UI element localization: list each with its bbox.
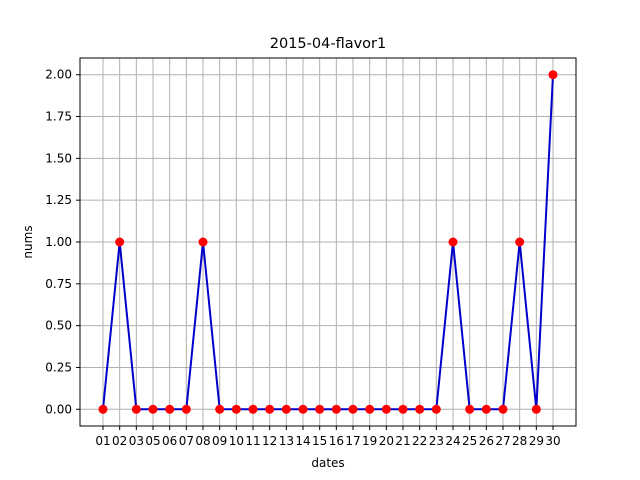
y-tick-label: 0.75: [45, 277, 72, 291]
x-tick-label: 26: [479, 434, 494, 448]
x-tick-label: 03: [129, 434, 144, 448]
series-markers: [98, 70, 558, 414]
x-tick-label: 06: [162, 434, 177, 448]
x-tick-label: 15: [312, 434, 327, 448]
y-tick-label: 0.00: [45, 402, 72, 416]
data-point: [265, 404, 275, 414]
data-point: [498, 404, 508, 414]
x-tick-label: 22: [412, 434, 427, 448]
y-axis-label: nums: [21, 225, 35, 258]
data-point: [198, 237, 208, 247]
x-tick-label: 24: [445, 434, 460, 448]
x-tick-label: 12: [262, 434, 277, 448]
y-tick-label: 1.00: [45, 235, 72, 249]
data-point: [515, 237, 525, 247]
y-tick-label: 1.50: [45, 151, 72, 165]
x-tick-label: 20: [379, 434, 394, 448]
data-point: [215, 404, 225, 414]
data-point: [115, 237, 125, 247]
data-point: [398, 404, 408, 414]
data-point: [448, 237, 458, 247]
data-point: [298, 404, 308, 414]
data-point: [231, 404, 241, 414]
data-point: [165, 404, 175, 414]
x-tick-label: 16: [329, 434, 344, 448]
data-point: [131, 404, 141, 414]
x-tick-label: 02: [112, 434, 127, 448]
x-tick-label: 05: [145, 434, 160, 448]
x-tick-label: 14: [295, 434, 310, 448]
x-tick-label: 08: [195, 434, 210, 448]
x-tick-label: 21: [395, 434, 410, 448]
data-point: [148, 404, 158, 414]
x-axis-label: dates: [311, 456, 344, 470]
data-point: [315, 404, 325, 414]
data-point: [98, 404, 108, 414]
data-point: [548, 70, 558, 80]
series-line: [102, 74, 554, 411]
x-tick-label: 17: [345, 434, 360, 448]
y-tick-label: 1.25: [45, 193, 72, 207]
data-point: [331, 404, 341, 414]
data-point: [365, 404, 375, 414]
data-point: [181, 404, 191, 414]
data-point: [531, 404, 541, 414]
data-point: [281, 404, 291, 414]
data-point: [248, 404, 258, 414]
plot-frame: [79, 57, 577, 427]
data-point: [465, 404, 475, 414]
data-point: [481, 404, 491, 414]
y-tick-label: 2.00: [45, 68, 72, 82]
y-tick-label: 0.50: [45, 319, 72, 333]
y-tick-label: 1.75: [45, 110, 72, 124]
chart-title: 2015-04-flavor1: [270, 36, 386, 52]
x-tick-label: 19: [362, 434, 377, 448]
x-tick-label: 23: [429, 434, 444, 448]
x-tick-label: 11: [245, 434, 260, 448]
x-tick-label: 28: [512, 434, 527, 448]
x-tick-label: 29: [529, 434, 544, 448]
x-axis-ticks: 01 02 03 05 06 07 08 09 10 11 12 13 14 15 16 17 19 20 21 22…: [95, 426, 561, 448]
data-point: [381, 404, 391, 414]
data-point: [415, 404, 425, 414]
x-tick-label: 07: [179, 434, 194, 448]
x-tick-label: 01: [95, 434, 110, 448]
x-tick-label: 10: [229, 434, 244, 448]
x-tick-label: 27: [495, 434, 510, 448]
x-tick-label: 13: [279, 434, 294, 448]
y-axis-ticks: 0.00 0.25 0.50 0.75 1.00 1.25 1.50 1.75 2.00: [45, 68, 80, 416]
y-tick-label: 0.25: [45, 360, 72, 374]
x-tick-label: 30: [545, 434, 560, 448]
data-point: [348, 404, 358, 414]
x-tick-label: 09: [212, 434, 227, 448]
x-tick-label: 25: [462, 434, 477, 448]
data-point: [431, 404, 441, 414]
